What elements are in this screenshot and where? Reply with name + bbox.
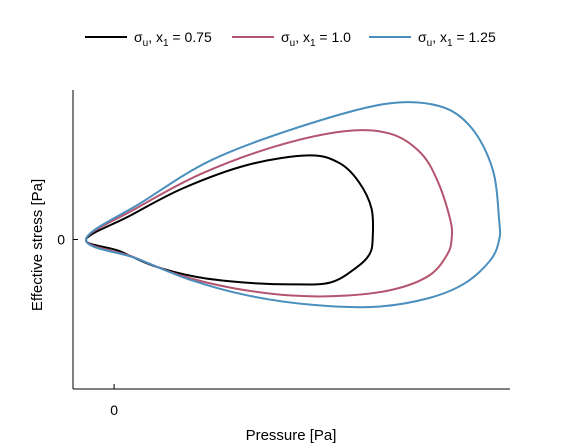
axes: 0 0 bbox=[57, 90, 510, 418]
legend-label: σu, x1 = 1.25 bbox=[418, 29, 496, 49]
legend-label-part: , x bbox=[148, 29, 163, 45]
legend-label-part: = 1.25 bbox=[453, 29, 496, 45]
legend-label-part: σ bbox=[281, 29, 290, 45]
legend-label-subscript: u bbox=[427, 38, 433, 49]
legend-label: σu, x1 = 0.75 bbox=[134, 29, 212, 49]
legend-entry-3: σu, x1 = 1.25 bbox=[369, 29, 496, 49]
legend-entry-1: σu, x1 = 0.75 bbox=[85, 29, 212, 49]
legend-label-part: σ bbox=[418, 29, 427, 45]
y-axis-label: Effective stress [Pa] bbox=[29, 179, 46, 311]
legend-label-part: σ bbox=[134, 29, 143, 45]
series-line-2 bbox=[84, 129, 454, 298]
series-line-1 bbox=[84, 154, 375, 286]
legend-label-subscript: 1 bbox=[310, 38, 316, 49]
legend-label-subscript: u bbox=[143, 38, 149, 49]
legend: σu, x1 = 0.75 σu, x1 = 1.0 σu, x1 = 1.25 bbox=[85, 29, 496, 49]
legend-label: σu, x1 = 1.0 bbox=[281, 29, 351, 49]
legend-label-part: , x bbox=[295, 29, 310, 45]
y-ticks: 0 bbox=[57, 232, 78, 248]
x-ticks: 0 bbox=[110, 384, 118, 418]
series-line-3 bbox=[84, 101, 502, 309]
legend-label-subscript: 1 bbox=[447, 38, 453, 49]
x-tick-label: 0 bbox=[110, 402, 118, 418]
legend-label-part: = 1.0 bbox=[316, 29, 352, 45]
legend-label-subscript: 1 bbox=[163, 38, 169, 49]
legend-entry-2: σu, x1 = 1.0 bbox=[232, 29, 351, 49]
legend-label-part: = 0.75 bbox=[169, 29, 212, 45]
legend-label-part: , x bbox=[432, 29, 447, 45]
legend-label-subscript: u bbox=[290, 38, 296, 49]
plot-series bbox=[84, 101, 502, 309]
y-tick-label: 0 bbox=[57, 232, 65, 248]
x-axis-label: Pressure [Pa] bbox=[246, 427, 337, 443]
